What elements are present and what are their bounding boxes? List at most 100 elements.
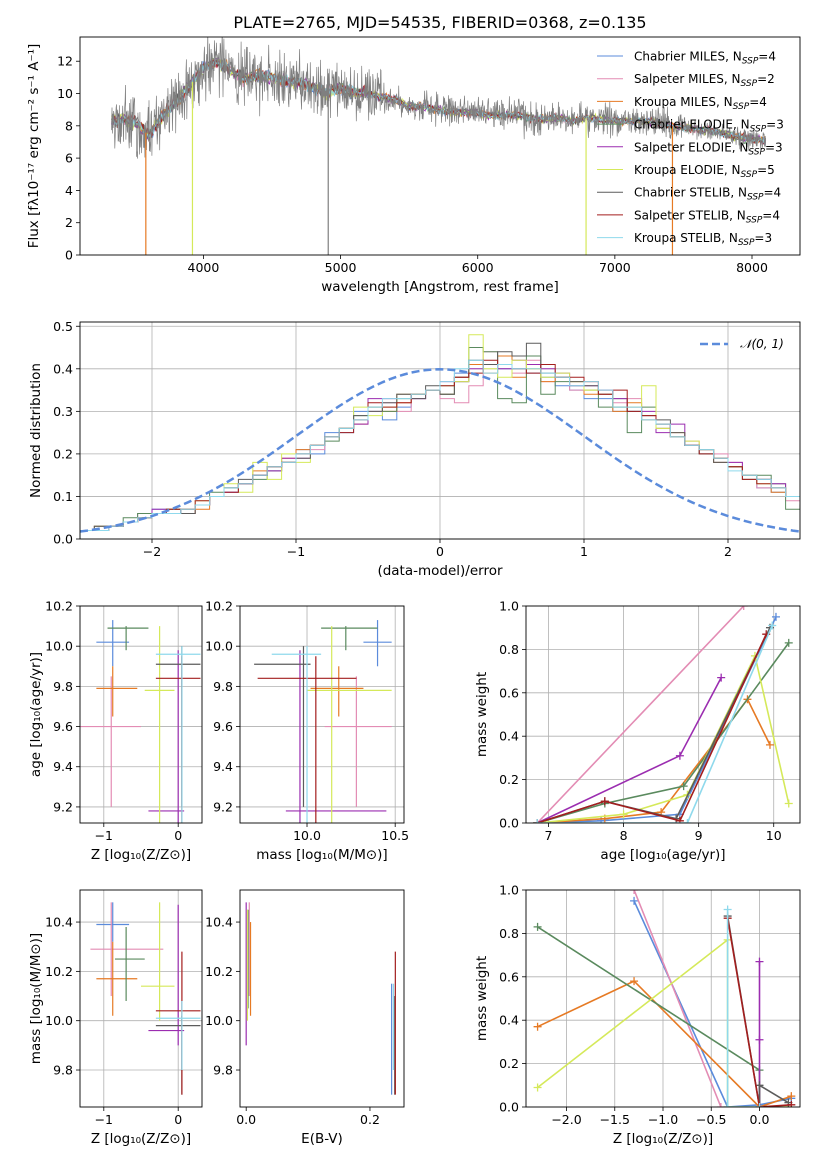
- weight-series: [630, 890, 725, 1107]
- errorbar-point: [107, 626, 149, 651]
- x-tick-label: 10.0: [293, 828, 321, 843]
- y-tick-label: 9.8: [213, 679, 233, 694]
- legend-subscript: SSP: [747, 193, 764, 203]
- legend-count: =4: [764, 186, 782, 200]
- plot-area: [245, 902, 396, 1095]
- legend-entry: Chabrier STELIB, NSSP=4: [634, 186, 781, 203]
- y-tick-label: 0.6: [499, 685, 519, 700]
- weight-marker: [755, 957, 764, 966]
- errorbar-point: [155, 1000, 201, 1071]
- weight-line: [537, 980, 792, 1107]
- weight-marker: [723, 1103, 732, 1107]
- y-tick-label: 0.1: [53, 489, 73, 504]
- weight-marker: [723, 905, 732, 914]
- errorbar-point: [90, 902, 164, 997]
- plot-area: [80, 620, 201, 823]
- plot-area: [111, 37, 767, 255]
- x-tick-label: −1.5: [600, 1112, 630, 1127]
- weight-line: [537, 938, 789, 1107]
- weight-series: [533, 651, 793, 823]
- x-axis-label: E(B-V): [301, 1131, 343, 1147]
- x-tick-label: 8: [620, 828, 628, 843]
- weight-marker: [787, 1092, 796, 1101]
- weight-marker: [755, 1035, 764, 1044]
- y-tick-label: 0.4: [499, 1013, 519, 1028]
- weight-line: [726, 918, 792, 1107]
- axes-mass-vs-ebv: 0.0 0.2 9.8 10.0 10.2 10.4 E(B-V): [205, 889, 405, 1147]
- y-tick-label: 0.3: [53, 404, 73, 419]
- y-tick-label: 9.8: [213, 1063, 233, 1078]
- x-tick-label: 2: [724, 544, 732, 559]
- weight-line: [633, 890, 722, 1107]
- weight-series: [630, 896, 796, 1107]
- x-tick-label: 5000: [325, 260, 357, 275]
- weight-series: [533, 623, 774, 823]
- y-tick-label: 9.6: [53, 719, 73, 734]
- legend-entry: Salpeter MILES, NSSP=2: [634, 72, 775, 89]
- weight-marker: [630, 977, 639, 986]
- legend-text: Chabrier ELODIE, N: [634, 118, 750, 132]
- y-tick-label: 0.6: [499, 969, 519, 984]
- y-tick-label: 10.2: [45, 599, 73, 614]
- gridlines: [240, 605, 404, 823]
- weight-marker: [533, 1022, 542, 1031]
- histogram-series: [80, 351, 800, 539]
- legend-subscript: SSP: [741, 170, 758, 180]
- y-tick-label: 10.2: [205, 964, 233, 979]
- legend-entry: Kroupa STELIB, NSSP=3: [634, 231, 772, 248]
- y-axis-label: mass weight: [474, 672, 490, 757]
- weight-line: [726, 909, 760, 1107]
- y-tick-label: 10.4: [45, 915, 73, 930]
- legend-text: Chabrier STELIB, N: [634, 186, 747, 200]
- weight-series: [533, 621, 777, 823]
- y-tick-label: 0: [65, 248, 73, 263]
- weight-marker: [533, 819, 542, 823]
- y-tick-label: 1.0: [499, 883, 519, 898]
- weight-marker: [683, 819, 692, 823]
- y-tick-label: 9.2: [213, 799, 233, 814]
- weight-series: [533, 630, 771, 823]
- errorbar-point: [363, 620, 392, 667]
- weight-line: [536, 606, 745, 823]
- legend-text: Salpeter MILES, N: [634, 72, 741, 86]
- weight-marker: [619, 810, 628, 819]
- legend-text: Kroupa ELODIE, N: [634, 163, 741, 177]
- y-axis-label: age [log₁₀(age/yr)]: [28, 652, 44, 777]
- weight-marker: [533, 922, 542, 931]
- axes-spectrum: 4000 5000 6000 7000 8000 0 2 4 6 8 10 12 wavelength …: [26, 36, 801, 295]
- legend-entry: Chabrier ELODIE, NSSP=3: [634, 118, 784, 135]
- histogram-series: [80, 359, 800, 539]
- x-tick-label: 4000: [188, 260, 220, 275]
- axes-frame: [79, 36, 801, 256]
- x-axis-label: (data-model)/error: [377, 563, 503, 579]
- x-axis-label: Z [log₁₀(Z/Z⊙)]: [91, 847, 191, 863]
- y-tick-label: 10.4: [205, 915, 233, 930]
- errorbar-point: [310, 666, 364, 717]
- y-tick-label: 0.4: [53, 361, 73, 376]
- errorbar-point: [148, 904, 185, 1046]
- weight-marker: [533, 1083, 542, 1092]
- y-axis-label: Flux [fλ10⁻¹⁷ erg cm⁻² s⁻¹ A⁻¹]: [26, 44, 42, 249]
- y-tick-label: 0.8: [499, 642, 519, 657]
- legend-count: =4: [749, 95, 767, 109]
- x-tick-label: −0.5: [696, 1112, 726, 1127]
- histogram-series: [80, 355, 800, 539]
- legend-entry: Kroupa ELODIE, NSSP=5: [634, 163, 775, 180]
- x-tick-label: 0.2: [360, 1112, 380, 1127]
- axes-age-vs-mass: 10.0 10.5 9.2 9.4 9.6 9.8 10.0 10.2 mass [log₁₀(…: [205, 599, 409, 864]
- axes-residual-histogram: −2 −1 0 1 2 0.0 0.1 0.2 0.3 0.4 0.5 (data-model)/er…: [28, 319, 801, 579]
- weight-marker: [787, 1100, 796, 1107]
- y-axis-label: Normed distribution: [28, 363, 44, 498]
- legend-text: Chabrier MILES, N: [634, 50, 742, 64]
- legend-subscript: SSP: [741, 79, 758, 89]
- weight-line: [537, 926, 761, 1107]
- x-tick-label: −2: [143, 544, 161, 559]
- y-tick-label: 0.0: [499, 1100, 519, 1115]
- x-tick-label: 0.0: [236, 1112, 256, 1127]
- plot-area: [254, 620, 392, 823]
- axes-frame: [525, 889, 801, 1108]
- errorbar-point: [321, 626, 378, 651]
- errorbar-point: [96, 620, 130, 667]
- legend-count: =4: [758, 50, 776, 64]
